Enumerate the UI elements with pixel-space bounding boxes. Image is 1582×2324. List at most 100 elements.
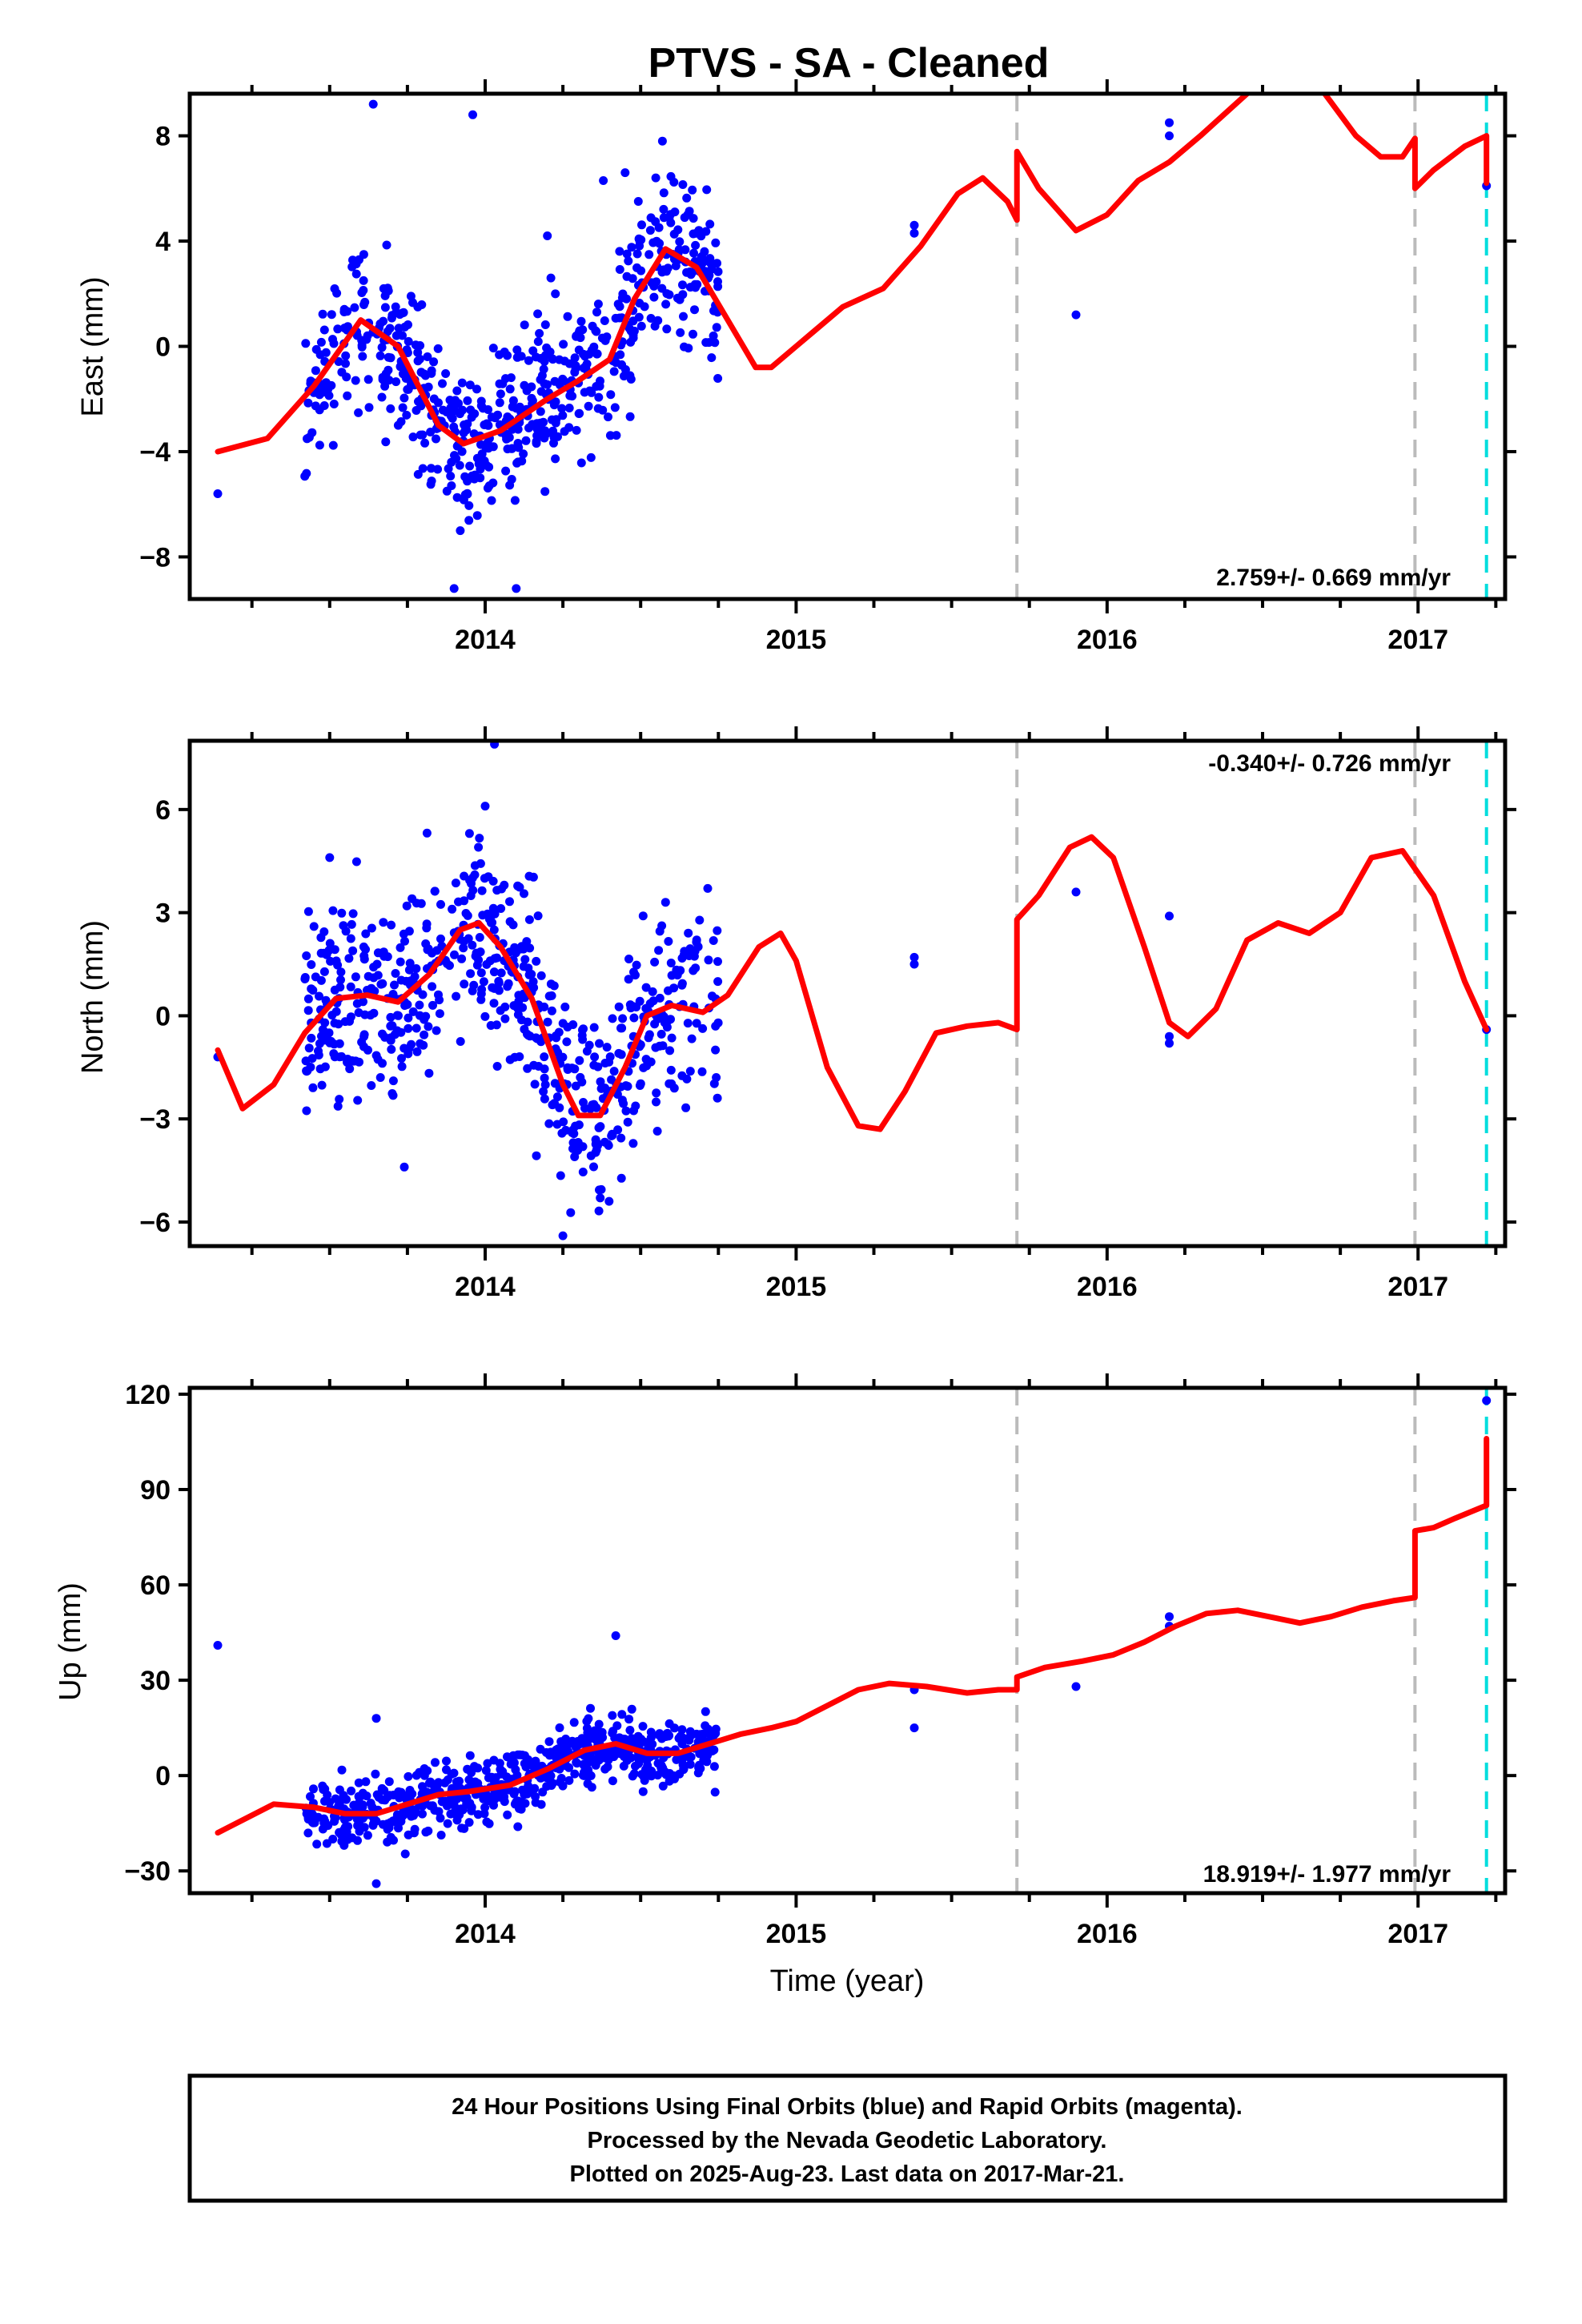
- north-data-point: [485, 956, 495, 966]
- north-data-point: [596, 1184, 606, 1194]
- up-xtick-label: 2015: [766, 1919, 827, 1949]
- east-data-point: [413, 302, 423, 312]
- east-data-point: [418, 464, 428, 473]
- east-data-point: [363, 375, 373, 384]
- north-data-point: [520, 889, 528, 899]
- up-data-point: [696, 1730, 705, 1739]
- up-data-point: [594, 1735, 604, 1744]
- up-data-point: [513, 1822, 523, 1831]
- north-data-point: [415, 1000, 424, 1010]
- north-data-point: [324, 1028, 334, 1038]
- east-data-point: [449, 422, 459, 432]
- east-data-point: [468, 471, 477, 480]
- east-data-point: [441, 369, 451, 378]
- north-data-point: [664, 1015, 673, 1025]
- east-data-point: [626, 326, 636, 336]
- north-data-point: [415, 1011, 424, 1020]
- north-data-point: [480, 1011, 490, 1021]
- up-data-point: [602, 1751, 612, 1760]
- east-data-point: [576, 458, 586, 468]
- east-data-point: [710, 338, 720, 348]
- north-data-point: [523, 1063, 532, 1073]
- north-data-point: [335, 1039, 344, 1048]
- up-data-point: [408, 1789, 417, 1799]
- north-data-point: [436, 934, 445, 943]
- up-data-point: [368, 1820, 378, 1830]
- up-data-point: [462, 1799, 472, 1809]
- east-data-point: [646, 314, 656, 323]
- north-data-point: [655, 993, 665, 1003]
- up-data-point: [335, 1785, 344, 1795]
- east-data-point: [395, 310, 404, 320]
- north-data-point: [483, 909, 492, 919]
- east-data-point: [552, 415, 561, 424]
- up-data-point: [638, 1787, 648, 1796]
- east-data-point: [343, 391, 352, 400]
- north-data-point: [632, 960, 641, 970]
- east-ytick-label: 8: [155, 122, 171, 152]
- east-data-point: [495, 350, 504, 360]
- up-data-point: [452, 1815, 462, 1825]
- north-data-point: [621, 1106, 631, 1116]
- east-data-point: [699, 257, 708, 267]
- east-data-point: [593, 404, 603, 413]
- north-data-point: [596, 1077, 605, 1087]
- east-data-point: [635, 241, 644, 251]
- up-data-point: [1165, 1612, 1174, 1622]
- east-data-point: [380, 381, 390, 391]
- north-data-point: [435, 1009, 444, 1019]
- north-data-point: [363, 971, 373, 981]
- up-data-point: [608, 1776, 617, 1786]
- north-data-point: [544, 1119, 554, 1128]
- east-data-point: [1165, 131, 1174, 141]
- north-data-point: [666, 959, 676, 967]
- east-data-point: [615, 265, 624, 274]
- east-data-point: [688, 185, 697, 195]
- east-data-point: [536, 387, 546, 396]
- up-data-point: [628, 1771, 637, 1781]
- north-data-point: [614, 1002, 624, 1011]
- north-data-point: [302, 951, 311, 960]
- east-data-point: [574, 345, 584, 355]
- north-data-point: [623, 1082, 632, 1091]
- north-data-point: [466, 969, 476, 979]
- up-data-point: [608, 1711, 617, 1720]
- east-data-point: [446, 472, 456, 480]
- north-data-point: [665, 1046, 675, 1055]
- east-data-point: [411, 340, 420, 350]
- north-data-point: [1071, 887, 1081, 897]
- east-data-point: [565, 391, 575, 400]
- east-data-point: [574, 409, 584, 418]
- north-data-point: [464, 934, 473, 943]
- east-data-point: [339, 304, 349, 314]
- north-data-point: [418, 990, 428, 999]
- east-data-point: [333, 324, 343, 334]
- east-data-point: [692, 228, 701, 238]
- north-data-point: [569, 1129, 579, 1139]
- north-data-point: [607, 1131, 616, 1140]
- east-data-point: [711, 238, 721, 247]
- east-data-point: [476, 440, 485, 449]
- up-data-point: [1482, 1396, 1492, 1405]
- north-data-point: [568, 1063, 576, 1073]
- up-data-point: [411, 1805, 420, 1815]
- up-data-point: [617, 1710, 627, 1719]
- east-data-point: [319, 401, 329, 410]
- east-data-point: [572, 425, 581, 435]
- east-data-point: [659, 213, 669, 223]
- up-data-point: [371, 1879, 381, 1888]
- east-data-point: [354, 408, 363, 417]
- north-data-point: [604, 1057, 614, 1067]
- up-data-point: [627, 1704, 636, 1714]
- north-data-point: [500, 880, 509, 890]
- north-xtick-label: 2014: [455, 1272, 516, 1302]
- east-data-point: [676, 328, 685, 337]
- up-data-point: [421, 1827, 431, 1837]
- east-data-point: [377, 343, 387, 352]
- east-data-point: [398, 403, 408, 412]
- north-data-point: [419, 1040, 428, 1050]
- up-ytick-label: 0: [155, 1761, 171, 1791]
- up-data-point: [646, 1733, 656, 1743]
- north-model-line: [215, 834, 1490, 1132]
- north-data-point: [523, 1017, 532, 1027]
